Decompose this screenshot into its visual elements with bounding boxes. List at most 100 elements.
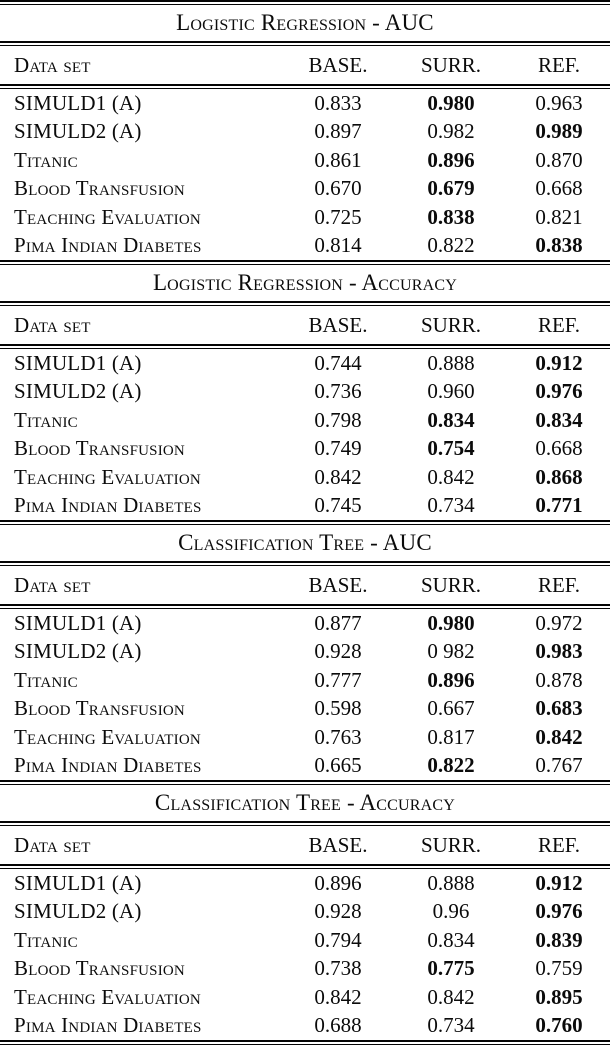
table-row: Titanic 0.777 0.896 0.878 bbox=[0, 666, 610, 695]
value-cell: 0.822 bbox=[427, 753, 475, 778]
table-body: SIMULD1 (A) 0.896 0.888 0.912 SIMULD2 (A) 0.9… bbox=[0, 869, 610, 1040]
table-section-classification-tree-accuracy: Classification Tree - Accuracy Data set … bbox=[0, 785, 610, 1045]
value-cell: 0.598 bbox=[314, 696, 362, 721]
dataset-name-cell: SIMULD2 (A) bbox=[14, 639, 142, 664]
table-row: Blood Transfusion 0.738 0.775 0.759 bbox=[0, 955, 610, 984]
value-cell: 0.982 bbox=[427, 119, 475, 144]
value-cell: 0.683 bbox=[535, 696, 583, 721]
table-row: Teaching Evaluation 0.763 0.817 0.842 bbox=[0, 723, 610, 752]
value-cell: 0.912 bbox=[535, 350, 583, 375]
table-title-row: Classification Tree - AUC bbox=[0, 525, 610, 561]
column-header-surr: SURR. bbox=[420, 832, 482, 857]
table-section-logistic-regression-auc: Logistic Regression - AUC Data set BASE.… bbox=[0, 5, 610, 265]
value-cell: 0.896 bbox=[427, 667, 475, 692]
column-header-surr: SURR. bbox=[420, 52, 482, 77]
value-cell: 0.744 bbox=[314, 350, 362, 375]
table-row: Titanic 0.861 0.896 0.870 bbox=[0, 146, 610, 175]
dataset-name-cell: Teaching Evaluation bbox=[14, 204, 201, 229]
column-header-surr: SURR. bbox=[420, 312, 482, 337]
divider-double-rule bbox=[0, 561, 610, 566]
value-cell: 0.896 bbox=[427, 147, 475, 172]
dataset-name-cell: Teaching Evaluation bbox=[14, 984, 201, 1009]
value-cell: 0.725 bbox=[314, 204, 362, 229]
table-title: Logistic Regression - Accuracy bbox=[152, 270, 458, 295]
value-cell: 0.833 bbox=[314, 90, 362, 115]
value-cell: 0.668 bbox=[535, 436, 583, 461]
column-header-base: BASE. bbox=[308, 52, 368, 77]
dataset-name-cell: Titanic bbox=[14, 147, 78, 172]
value-cell: 0.983 bbox=[535, 639, 583, 664]
dataset-name-cell: SIMULD1 (A) bbox=[14, 870, 142, 895]
table-row: SIMULD1 (A) 0.877 0.980 0.972 bbox=[0, 609, 610, 638]
value-cell: 0.821 bbox=[535, 204, 583, 229]
value-cell: 0.665 bbox=[314, 753, 362, 778]
table-row: SIMULD2 (A) 0.736 0.960 0.976 bbox=[0, 378, 610, 407]
value-cell: 0 982 bbox=[427, 639, 475, 664]
value-cell: 0.877 bbox=[314, 610, 362, 635]
divider-double-rule bbox=[0, 780, 610, 785]
column-header-dataset: Data set bbox=[14, 832, 91, 857]
table-row: SIMULD2 (A) 0.928 0.96 0.976 bbox=[0, 898, 610, 927]
table-title-row: Classification Tree - Accuracy bbox=[0, 785, 610, 821]
table-row: Blood Transfusion 0.670 0.679 0.668 bbox=[0, 175, 610, 204]
value-cell: 0.670 bbox=[314, 176, 362, 201]
value-cell: 0.878 bbox=[535, 667, 583, 692]
dataset-name-cell: Titanic bbox=[14, 667, 78, 692]
value-cell: 0.897 bbox=[314, 119, 362, 144]
column-header-base: BASE. bbox=[308, 312, 368, 337]
value-cell: 0.667 bbox=[427, 696, 475, 721]
table-title: Classification Tree - AUC bbox=[178, 530, 432, 555]
value-cell: 0.838 bbox=[427, 204, 475, 229]
table-section-logistic-regression-accuracy: Logistic Regression - Accuracy Data set … bbox=[0, 265, 610, 525]
value-cell: 0.688 bbox=[314, 1013, 362, 1038]
value-cell: 0.912 bbox=[535, 870, 583, 895]
column-header-dataset: Data set bbox=[14, 572, 91, 597]
value-cell: 0.842 bbox=[535, 724, 583, 749]
dataset-name-cell: SIMULD2 (A) bbox=[14, 119, 142, 144]
value-cell: 0.842 bbox=[314, 464, 362, 489]
table-header-row: Data set BASE. SURR. REF. bbox=[0, 46, 610, 84]
column-header-base: BASE. bbox=[308, 572, 368, 597]
table-row: SIMULD1 (A) 0.744 0.888 0.912 bbox=[0, 349, 610, 378]
value-cell: 0.822 bbox=[427, 233, 475, 258]
value-cell: 0.976 bbox=[535, 379, 583, 404]
column-header-surr: SURR. bbox=[420, 572, 482, 597]
value-cell: 0.963 bbox=[535, 90, 583, 115]
value-cell: 0.834 bbox=[427, 407, 475, 432]
divider-double-rule bbox=[0, 301, 610, 306]
value-cell: 0.989 bbox=[535, 119, 583, 144]
value-cell: 0.96 bbox=[432, 899, 470, 924]
table-row: Blood Transfusion 0.598 0.667 0.683 bbox=[0, 695, 610, 724]
value-cell: 0.668 bbox=[535, 176, 583, 201]
top-double-rule bbox=[0, 0, 610, 5]
value-cell: 0.775 bbox=[427, 956, 475, 981]
value-cell: 0.972 bbox=[535, 610, 583, 635]
value-cell: 0.763 bbox=[314, 724, 362, 749]
table-body: SIMULD1 (A) 0.877 0.980 0.972 SIMULD2 (A) 0.9… bbox=[0, 609, 610, 780]
dataset-name-cell: Blood Transfusion bbox=[14, 176, 185, 201]
divider-double-rule bbox=[0, 821, 610, 826]
value-cell: 0.928 bbox=[314, 899, 362, 924]
table-header-row: Data set BASE. SURR. REF. bbox=[0, 566, 610, 604]
value-cell: 0.839 bbox=[535, 927, 583, 952]
dataset-name-cell: Blood Transfusion bbox=[14, 436, 185, 461]
dataset-name-cell: Blood Transfusion bbox=[14, 696, 185, 721]
value-cell: 0.834 bbox=[535, 407, 583, 432]
value-cell: 0.777 bbox=[314, 667, 362, 692]
value-cell: 0.842 bbox=[314, 984, 362, 1009]
table-row: SIMULD2 (A) 0.897 0.982 0.989 bbox=[0, 118, 610, 147]
dataset-name-cell: SIMULD2 (A) bbox=[14, 379, 142, 404]
value-cell: 0.679 bbox=[427, 176, 475, 201]
divider-double-rule bbox=[0, 84, 610, 89]
table-body: SIMULD1 (A) 0.833 0.980 0.963 SIMULD2 (A) 0.8… bbox=[0, 89, 610, 260]
table-row: Teaching Evaluation 0.842 0.842 0.868 bbox=[0, 463, 610, 492]
value-cell: 0.794 bbox=[314, 927, 362, 952]
table-body: SIMULD1 (A) 0.744 0.888 0.912 SIMULD2 (A) 0.7… bbox=[0, 349, 610, 520]
value-cell: 0.842 bbox=[427, 984, 475, 1009]
divider-double-rule bbox=[0, 1040, 610, 1045]
table-title-row: Logistic Regression - AUC bbox=[0, 5, 610, 41]
value-cell: 0.760 bbox=[535, 1013, 583, 1038]
table-row: Pima Indian Diabetes 0.745 0.734 0.771 bbox=[0, 492, 610, 521]
value-cell: 0.842 bbox=[427, 464, 475, 489]
